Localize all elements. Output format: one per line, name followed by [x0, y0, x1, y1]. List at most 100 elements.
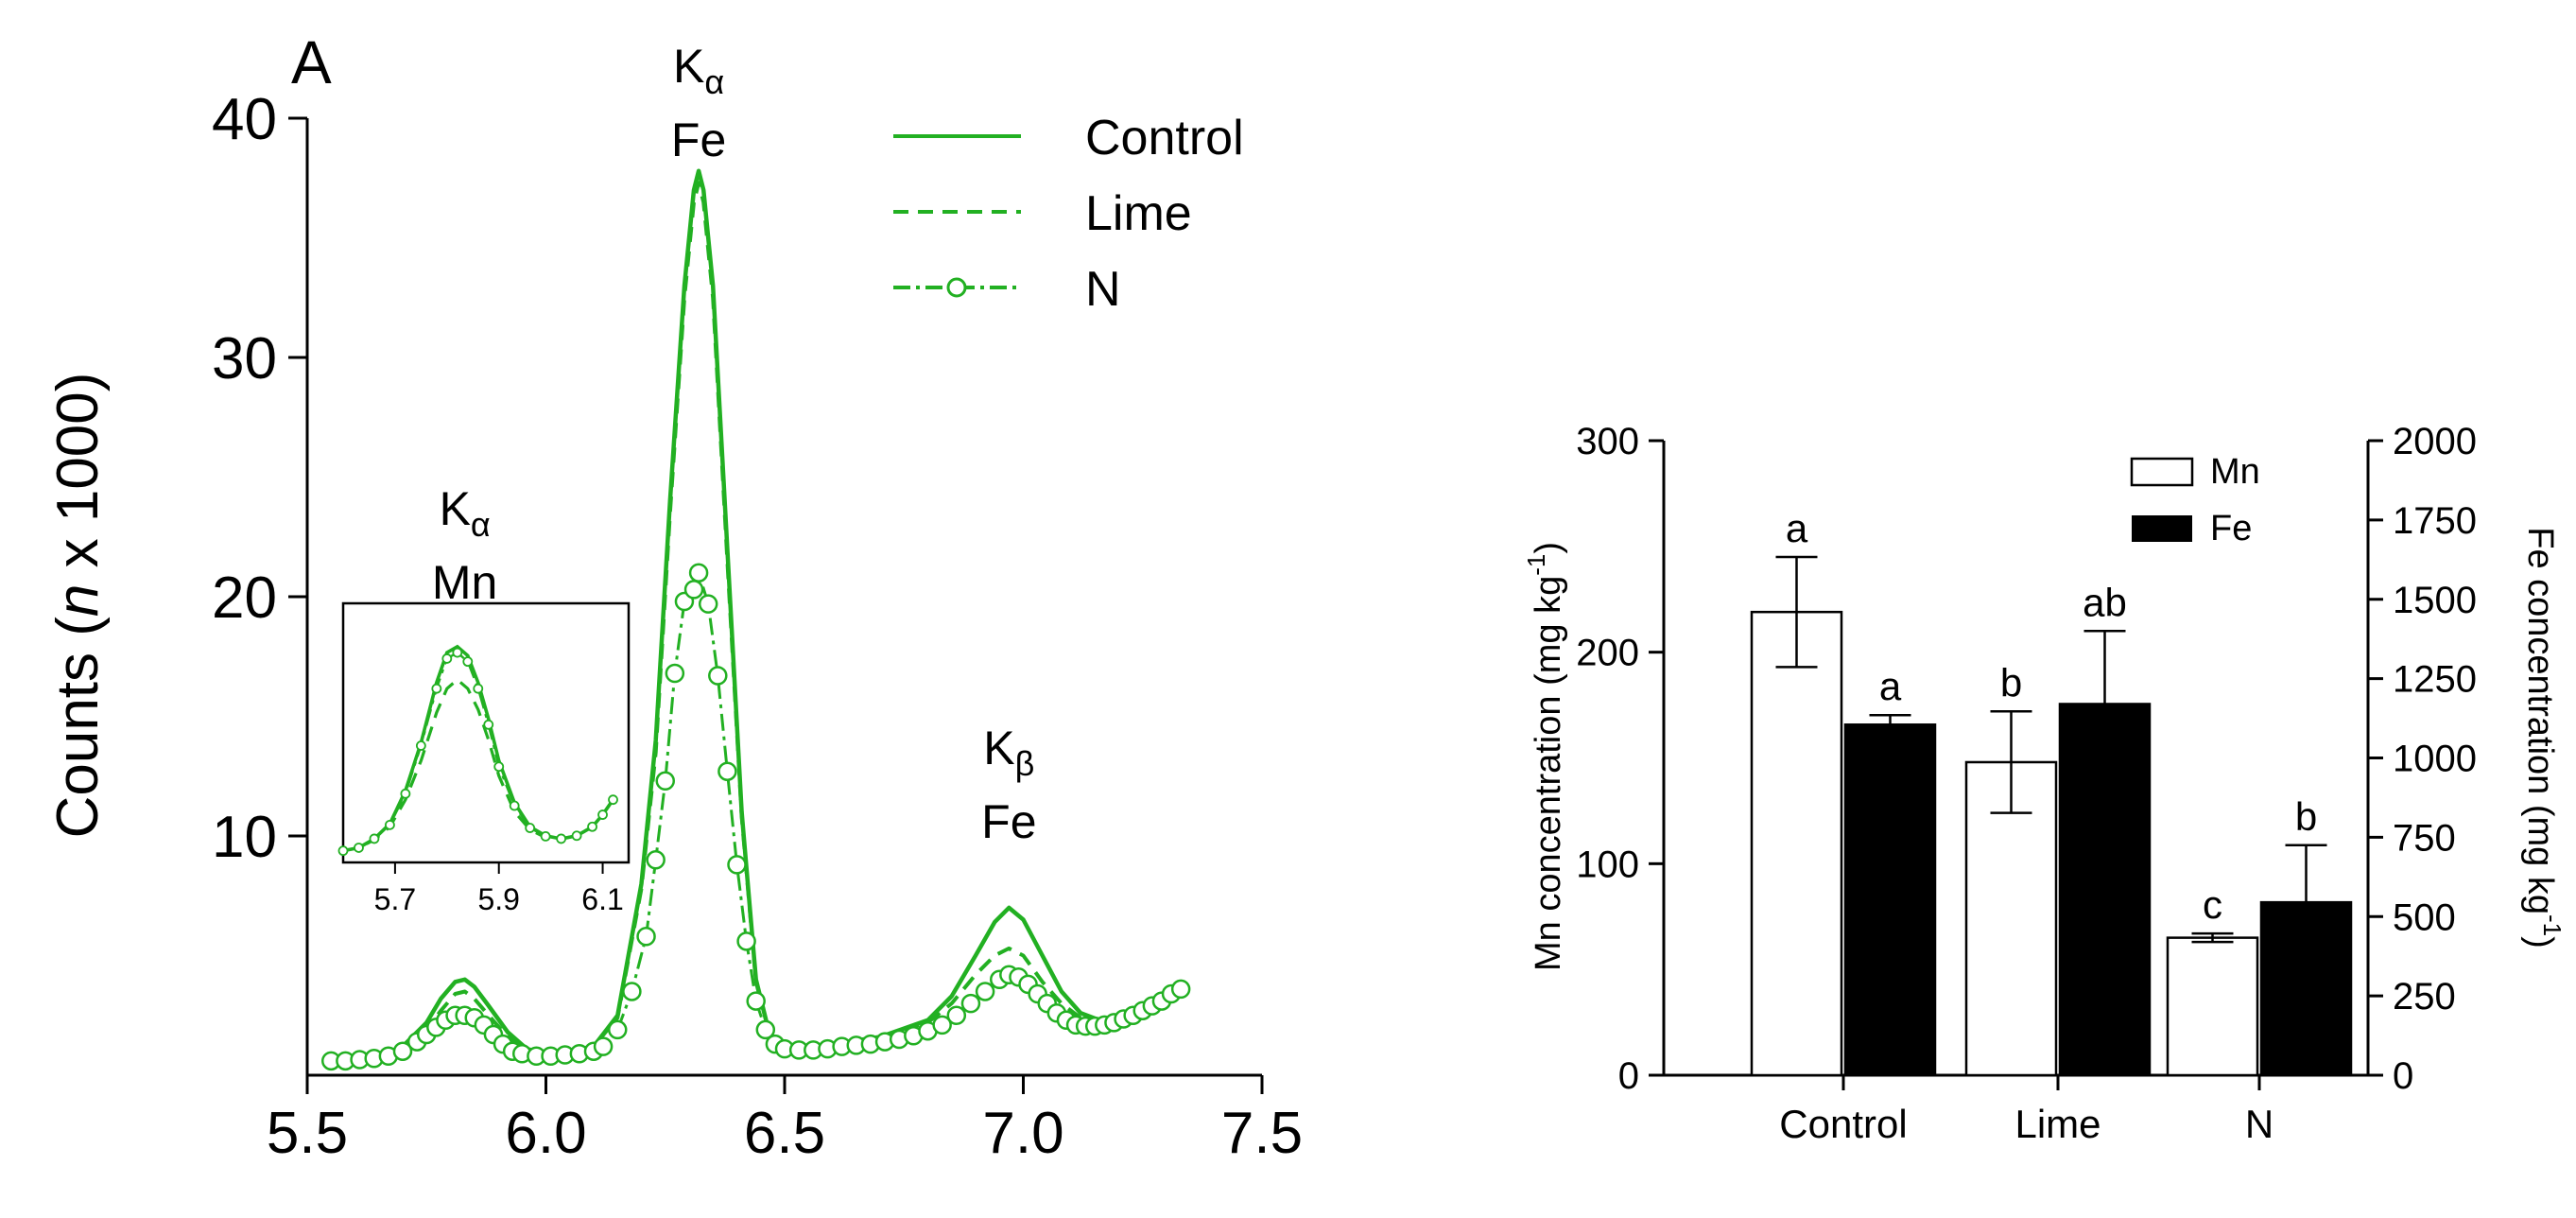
legend-label-control: Control: [1085, 111, 1244, 165]
data-point-n: [593, 1036, 614, 1056]
data-point-n: [683, 580, 704, 600]
peak-label-fe-α: Kα: [673, 40, 724, 101]
inset-data-point-n: [473, 683, 484, 694]
bar-mn: [1750, 610, 1843, 1077]
data-point-n: [736, 931, 756, 951]
bar-fe: [1843, 723, 1937, 1077]
data-point-n: [975, 982, 995, 1001]
legend-label-fe: Fe: [2210, 509, 2252, 548]
left-tick-label: 100: [1576, 844, 1639, 885]
data-point-n: [622, 982, 642, 1001]
data-point-n: [665, 663, 685, 684]
significance-letter: b: [2295, 794, 2317, 839]
y-axis-title-italic: n: [45, 584, 111, 617]
data-point-n: [708, 666, 728, 686]
inset-data-point-n: [415, 740, 426, 751]
inset-data-point-n: [369, 833, 380, 844]
data-point-n: [698, 594, 718, 614]
data-point-n: [717, 761, 737, 781]
data-point-n: [1170, 979, 1191, 1000]
right-tick-label: 1000: [2393, 739, 2477, 780]
inset-data-point-n: [587, 821, 597, 832]
y-tick-label: 40: [212, 87, 277, 152]
inset-data-point-n: [556, 833, 567, 844]
concentration-panel: Mn concentration (mg kg-1) Fe concentrat…: [1522, 421, 2567, 1146]
right-axis-title-text: Fe concentration (mg kg: [2520, 527, 2560, 914]
peak-element-label: Fe: [981, 795, 1036, 848]
data-point-n: [755, 1019, 776, 1040]
category-label: Control: [1779, 1102, 1907, 1146]
legend-label-lime: Lime: [1085, 186, 1192, 241]
left-axis-title-text: Mn concentration (mg kg: [1529, 576, 1568, 971]
legend-marker-n: [946, 277, 967, 298]
data-point-n: [746, 991, 766, 1011]
data-point-n: [392, 1041, 413, 1061]
bar-legend: Mn Fe: [2130, 452, 2260, 548]
significance-letter: b: [2000, 660, 2022, 705]
peak-label-fe-β: Kβ: [983, 722, 1034, 783]
category-label: N: [2245, 1102, 2273, 1146]
inset-data-point-n: [462, 656, 474, 668]
inset-plot: 5.7 5.9 6.1: [337, 601, 631, 916]
right-axis-title: Fe concentration (mg kg-1): [2520, 527, 2567, 948]
inset-data-point-n: [571, 830, 582, 842]
inset-data-point-n: [493, 761, 505, 773]
data-point-n: [655, 771, 675, 792]
inset-tick-label: 5.9: [477, 882, 519, 916]
y-axis-title-end: x 1000): [45, 373, 111, 584]
inset-data-point-n: [452, 647, 463, 658]
y-axis-title: Counts (n x 1000): [45, 373, 111, 839]
peak-element-label: Fe: [671, 113, 726, 166]
right-tick-label: 2000: [2393, 421, 2477, 462]
legend-label-n: N: [1085, 262, 1121, 317]
right-tick-label: 250: [2393, 976, 2456, 1018]
inset-axis: 5.7 5.9 6.1: [374, 862, 624, 916]
inset-data-point-n: [400, 788, 411, 799]
x-tick-label: 6.5: [744, 1101, 825, 1166]
left-axis-title-sup: -1: [1522, 554, 1550, 576]
inset-data-point-n: [597, 809, 608, 820]
peak-label-subscript: β: [1015, 744, 1035, 783]
inset-tick-label: 6.1: [581, 882, 623, 916]
inset-line-lime: [342, 677, 614, 853]
left-tick-label: 200: [1576, 633, 1639, 674]
bar-mn: [2166, 936, 2259, 1077]
data-point-n: [946, 1005, 967, 1025]
right-axis-title-sup: -1: [2538, 914, 2567, 936]
spectrum-legend: Control Lime N: [893, 111, 1244, 317]
peak-label-line: K: [673, 40, 704, 93]
peak-label-subscript: α: [704, 62, 724, 101]
right-tick-label: 750: [2393, 817, 2456, 859]
legend-swatch-fe: [2132, 515, 2192, 542]
inset-series: [337, 644, 618, 857]
significance-letter: c: [2203, 882, 2222, 927]
right-tick-label: 1250: [2393, 659, 2477, 701]
spectrum-series: [321, 168, 1191, 1071]
x-tick-label: 7.5: [1221, 1101, 1303, 1166]
data-point-n: [646, 850, 666, 870]
data-point-n: [608, 1019, 628, 1040]
x-tick-label: 7.0: [982, 1101, 1063, 1166]
inset-data-point-n: [608, 794, 618, 806]
left-tick-label: 0: [1618, 1055, 1639, 1097]
inset-data-point-n: [431, 683, 442, 694]
peak-label-line: K: [440, 482, 471, 535]
spectrum-panel: A Counts (n x 1000) 5.5 6.0 6.5 7.0 7.5 10 20 3…: [45, 28, 1303, 1166]
significance-letter: a: [1879, 664, 1902, 708]
series-line-control: [331, 168, 1183, 1064]
y-tick-label: 10: [212, 805, 277, 870]
significance-letter: ab: [2083, 580, 2127, 624]
inset-data-point-n: [483, 719, 494, 730]
x-tick-label: 5.5: [267, 1101, 348, 1166]
inset-line-n: [342, 651, 614, 852]
data-point-n: [727, 855, 747, 875]
right-tick-label: 1500: [2393, 580, 2477, 621]
data-point-n: [688, 563, 709, 583]
x-tick-label: 6.0: [505, 1101, 586, 1166]
spectrum-axes: 5.5 6.0 6.5 7.0 7.5 10 20 30 40: [212, 87, 1303, 1166]
inset-data-point-n: [509, 800, 520, 811]
inset-data-point-n: [525, 823, 536, 833]
data-point-n: [932, 1015, 952, 1035]
inset-tick-label: 5.7: [374, 882, 416, 916]
